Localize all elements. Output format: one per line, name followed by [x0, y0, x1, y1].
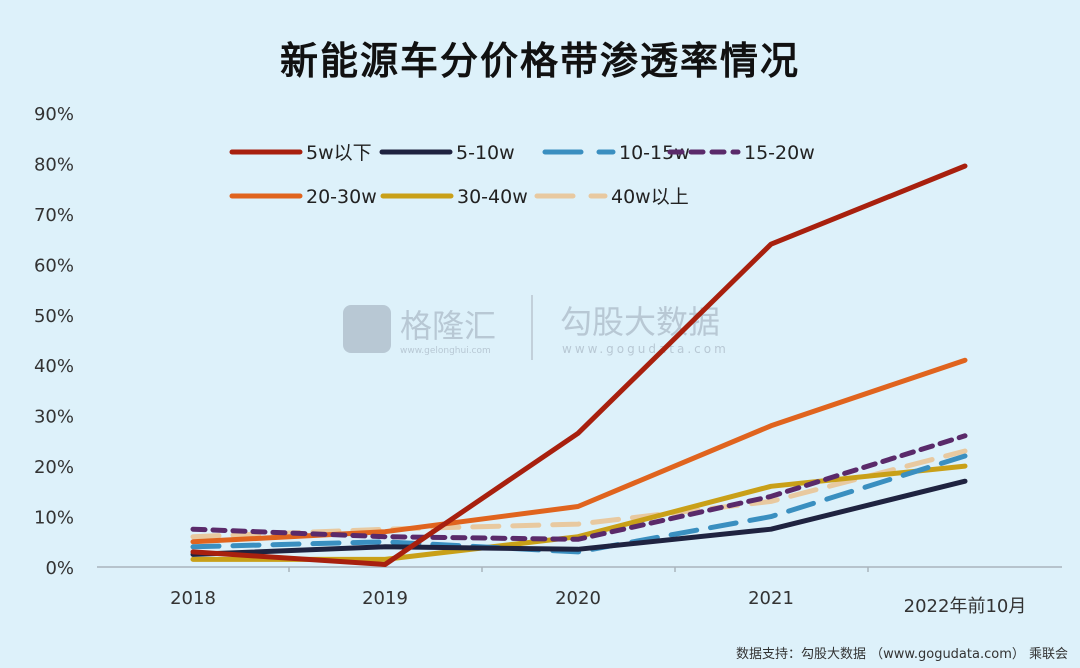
y-tick-label: 60%	[34, 255, 74, 276]
y-tick-label: 0%	[45, 558, 74, 579]
series-line-5-10w	[190, 478, 968, 557]
series-line-30-40w	[190, 463, 968, 562]
watermark-left-url: www.gelonghui.com	[400, 346, 491, 356]
watermark: 格隆汇 www.gelonghui.com 勾股大数据 www.gogudata…	[343, 295, 729, 360]
series-line-15-20w	[190, 433, 968, 542]
y-tick-label: 90%	[34, 104, 74, 125]
series-line-10-15w	[190, 453, 968, 555]
watermark-right: 勾股大数据	[560, 303, 720, 341]
source-note: 数据支持：勾股大数据 （www.gogudata.com） 乘联会	[736, 647, 1068, 662]
legend-label: 20-30w	[306, 186, 377, 208]
chart-title: 新能源车分价格带渗透率情况	[279, 39, 800, 83]
y-tick-label: 50%	[34, 306, 74, 327]
legend-label: 30-40w	[457, 186, 528, 208]
y-tick-label: 40%	[34, 356, 74, 377]
x-tick-label: 2020	[555, 588, 601, 609]
y-tick-label: 70%	[34, 205, 74, 226]
legend-label: 5w以下	[306, 142, 372, 164]
x-tick-label: 2021	[748, 588, 794, 609]
y-tick-label: 20%	[34, 457, 74, 478]
watermark-logo-icon	[343, 305, 391, 353]
y-tick-label: 80%	[34, 154, 74, 175]
y-tick-label: 10%	[34, 508, 74, 529]
legend-label: 40w以上	[611, 186, 689, 208]
series-line-5w以下	[190, 163, 968, 567]
legend-label: 5-10w	[456, 142, 515, 164]
x-tick-label: 2019	[362, 588, 408, 609]
legend-label: 10-15w	[619, 142, 690, 164]
series-line-20-30w	[190, 357, 968, 545]
watermark-right-url: www.gogudata.com	[562, 342, 729, 356]
watermark-left: 格隆汇	[400, 307, 496, 345]
y-tick-label: 30%	[34, 407, 74, 428]
legend-label: 15-20w	[744, 142, 815, 164]
x-tick-label: 2022年前10月	[904, 596, 1027, 617]
x-tick-label: 2018	[170, 588, 216, 609]
